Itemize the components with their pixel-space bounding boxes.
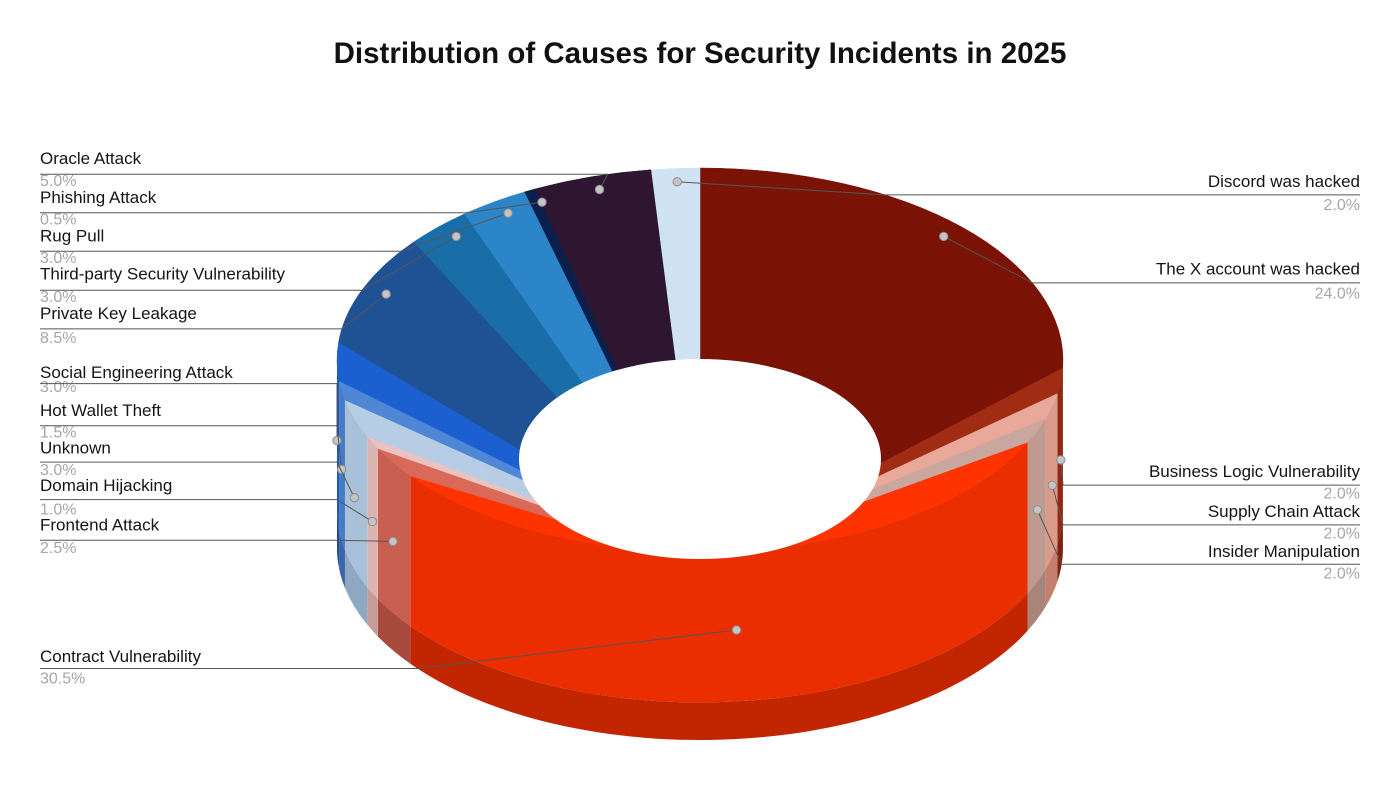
svg-text:24.0%: 24.0%	[1315, 286, 1360, 303]
svg-text:Private Key Leakage: Private Key Leakage	[40, 304, 197, 323]
svg-text:30.5%: 30.5%	[40, 671, 85, 688]
svg-text:Discord was hacked: Discord was hacked	[1208, 172, 1360, 191]
svg-text:The X account was hacked: The X account was hacked	[1156, 259, 1360, 278]
svg-text:3.0%: 3.0%	[40, 379, 76, 396]
svg-text:Distribution of Causes for Sec: Distribution of Causes for Security Inci…	[334, 37, 1067, 70]
svg-text:Unknown: Unknown	[40, 439, 111, 458]
svg-text:Hot Wallet Theft: Hot Wallet Theft	[40, 401, 161, 420]
svg-text:Third-party Security Vulnerabi: Third-party Security Vulnerability	[40, 265, 286, 284]
svg-text:Rug Pull: Rug Pull	[40, 227, 104, 246]
svg-text:2.0%: 2.0%	[1324, 486, 1360, 503]
svg-text:Frontend Attack: Frontend Attack	[40, 516, 160, 535]
svg-text:Business Logic Vulnerability: Business Logic Vulnerability	[1149, 462, 1361, 481]
svg-text:Oracle Attack: Oracle Attack	[40, 149, 142, 168]
svg-text:2.0%: 2.0%	[1324, 197, 1360, 214]
svg-text:2.0%: 2.0%	[1324, 566, 1360, 583]
svg-text:Phishing Attack: Phishing Attack	[40, 188, 157, 207]
svg-text:Supply Chain Attack: Supply Chain Attack	[1208, 502, 1361, 521]
svg-text:Contract Vulnerability: Contract Vulnerability	[40, 647, 201, 666]
svg-text:8.5%: 8.5%	[40, 330, 76, 347]
svg-text:2.0%: 2.0%	[1324, 526, 1360, 543]
svg-text:Insider Manipulation: Insider Manipulation	[1208, 542, 1360, 561]
svg-text:Domain Hijacking: Domain Hijacking	[40, 476, 172, 495]
svg-text:2.5%: 2.5%	[40, 540, 76, 557]
